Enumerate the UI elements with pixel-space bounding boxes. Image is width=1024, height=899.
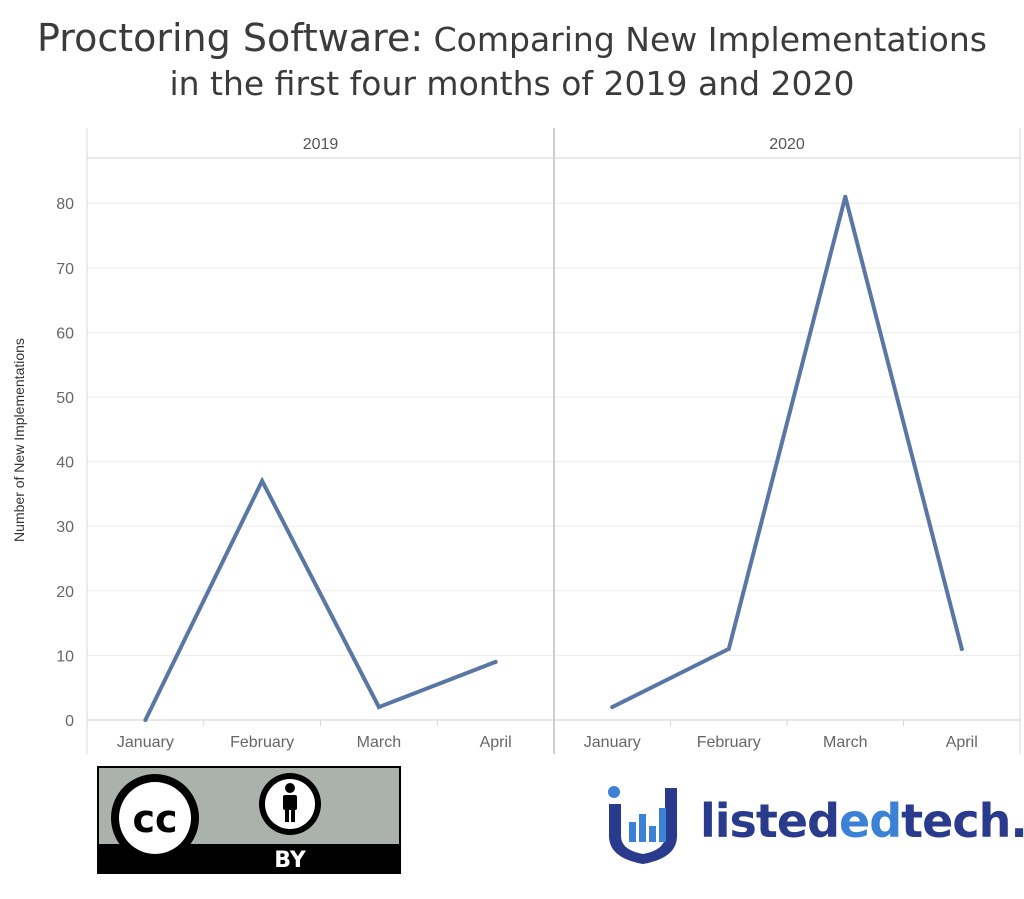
y-tick-label: 40 <box>56 455 74 472</box>
data-point <box>726 646 731 651</box>
x-tick-label: March <box>823 734 867 751</box>
series-line-2020 <box>610 196 964 710</box>
data-point <box>143 718 148 722</box>
y-tick-label: 30 <box>56 519 74 536</box>
title-main: Proctoring Software: <box>37 16 424 60</box>
cc-icon-text: cc <box>132 797 177 841</box>
series-line-2019 <box>143 476 498 722</box>
brand-right: tech. <box>901 794 1024 848</box>
data-point <box>260 478 265 483</box>
x-tick-label: April <box>480 734 512 751</box>
y-tick-label: 50 <box>56 390 74 407</box>
x-tick-label: January <box>584 734 641 751</box>
title-rest: Comparing New Implementations <box>423 20 987 59</box>
y-tick-label: 70 <box>56 261 74 278</box>
y-tick-label: 60 <box>56 325 74 342</box>
panel-label-2019: 2019 <box>303 136 339 153</box>
brand-left: listed <box>700 794 840 848</box>
title-line2: in the first four months of 2019 and 202… <box>169 63 855 103</box>
data-point <box>376 705 381 710</box>
data-point <box>959 646 964 651</box>
listedtech-wordmark: listededtech. <box>700 794 1024 848</box>
data-point <box>610 705 615 710</box>
y-tick-label: 10 <box>56 648 74 665</box>
data-point <box>493 659 498 664</box>
x-tick-label: January <box>117 734 174 751</box>
y-tick-label: 20 <box>56 584 74 601</box>
data-point <box>843 194 848 199</box>
listedtech-shield-icon <box>608 786 677 864</box>
chart-title: Proctoring Software: Comparing New Imple… <box>0 14 1024 105</box>
x-tick-label: February <box>230 734 294 751</box>
cc-by-badge: cc BY <box>97 766 401 874</box>
brand-ed: ed <box>839 794 902 848</box>
x-tick-label: February <box>697 734 761 751</box>
y-tick-label: 80 <box>56 196 74 213</box>
y-axis-label: Number of New Implementations <box>11 338 27 542</box>
panel-label-2020: 2020 <box>769 136 805 153</box>
x-tick-label: March <box>357 734 401 751</box>
y-tick-label: 0 <box>65 713 74 730</box>
x-tick-label: April <box>946 734 978 751</box>
cc-by-label: BY <box>274 848 307 873</box>
